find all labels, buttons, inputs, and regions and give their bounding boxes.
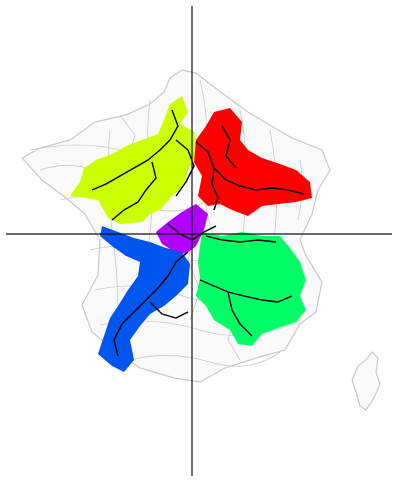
corsica-outline	[352, 352, 380, 410]
